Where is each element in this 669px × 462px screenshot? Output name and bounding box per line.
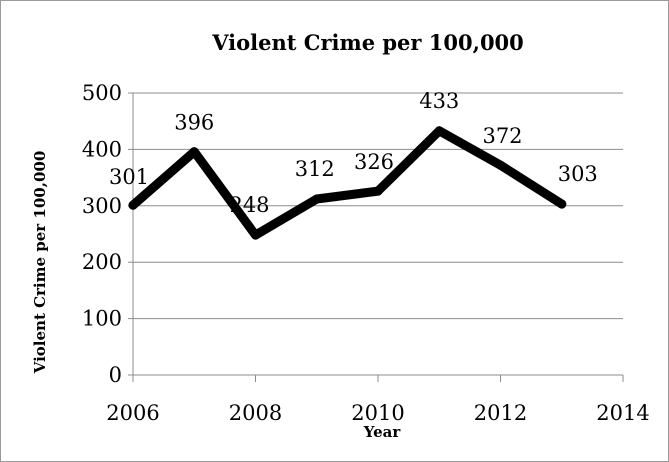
x-tick-label: 2008: [229, 401, 282, 425]
data-point: [374, 187, 383, 196]
data-point: [129, 201, 138, 210]
x-axis-title: Year: [363, 423, 402, 441]
data-point: [557, 200, 566, 209]
x-tick-labels: 2006 2008 2010 2012 2014: [106, 401, 649, 425]
data-label: 301: [109, 165, 149, 189]
x-tick-label: 2012: [474, 401, 527, 425]
data-label: 433: [419, 89, 459, 113]
data-point: [312, 195, 321, 204]
y-tick-label: 100: [82, 307, 122, 331]
x-tick-label: 2006: [106, 401, 159, 425]
data-label: 248: [229, 193, 269, 217]
data-point: [496, 161, 505, 170]
data-label: 312: [295, 157, 335, 181]
x-tick-label: 2010: [351, 401, 404, 425]
data-point: [251, 231, 260, 240]
data-label: 326: [354, 150, 394, 174]
data-label: 396: [174, 111, 214, 135]
data-point: [435, 126, 444, 135]
y-axis-title: Violent Crime per 100,000: [31, 151, 49, 375]
data-label: 303: [558, 162, 598, 186]
axes: [128, 93, 623, 382]
data-point: [190, 147, 199, 156]
y-tick-label: 400: [82, 137, 122, 161]
y-tick-labels: 0 100 200 300 400 500: [82, 81, 122, 387]
chart-title: Violent Crime per 100,000: [211, 30, 524, 55]
y-tick-label: 500: [82, 81, 122, 105]
x-tick-label: 2014: [596, 401, 649, 425]
data-label: 372: [482, 124, 522, 148]
y-tick-label: 200: [82, 250, 122, 274]
y-tick-label: 0: [109, 363, 122, 387]
y-tick-label: 300: [82, 194, 122, 218]
